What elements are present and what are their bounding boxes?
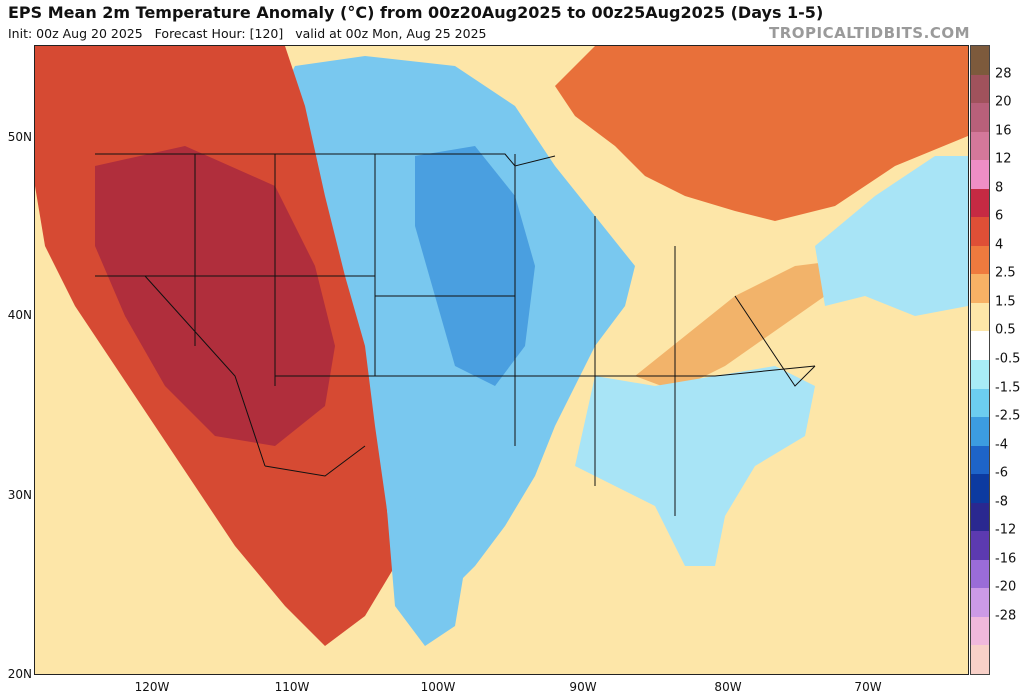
longitude-label-90w: 90W — [569, 680, 597, 694]
colorbar-tick-label: 0.5 — [995, 322, 1016, 338]
colorbar-swatch — [971, 645, 989, 675]
anomaly-map — [35, 46, 968, 674]
colorbar-swatch — [971, 131, 989, 161]
colorbar-swatch — [971, 502, 989, 532]
colorbar-tick-label: 12 — [995, 151, 1012, 167]
brand-watermark: TROPICALTIDBITS.COM — [769, 24, 970, 42]
colorbar-tick-label: -4 — [995, 437, 1008, 453]
colorbar-swatch — [971, 160, 989, 190]
colorbar-swatch — [971, 217, 989, 247]
forecast-hour: Forecast Hour: [120] — [154, 26, 284, 41]
colorbar-tick-label: -16 — [995, 551, 1017, 567]
colorbar-tick-label: 16 — [995, 123, 1012, 139]
longitude-label-70w: 70W — [854, 680, 882, 694]
latitude-label-50n: 50N — [7, 130, 32, 144]
colorbar-swatch — [971, 46, 989, 75]
colorbar-tick-label: 6 — [995, 208, 1004, 224]
colorbar-tick-label: 1.5 — [995, 294, 1016, 310]
colorbar-swatch — [971, 302, 989, 332]
longitude-label-110w: 110W — [274, 680, 310, 694]
colorbar-tick-label: -8 — [995, 494, 1008, 510]
colorbar-swatch — [971, 388, 989, 418]
colorbar-tick-label: -12 — [995, 522, 1017, 538]
colorbar-tick-label: -20 — [995, 579, 1017, 595]
colorbar-tick-label: 28 — [995, 66, 1012, 82]
longitude-label-80w: 80W — [714, 680, 742, 694]
colorbar-swatch — [971, 559, 989, 589]
longitude-label-100w: 100W — [420, 680, 456, 694]
colorbar-swatch — [971, 245, 989, 275]
colorbar-tick-label: -6 — [995, 465, 1008, 481]
colorbar-swatch — [971, 588, 989, 618]
colorbar-swatch — [971, 74, 989, 104]
colorbar-swatch — [971, 188, 989, 218]
latitude-label-30n: 30N — [7, 488, 32, 502]
colorbar — [970, 45, 990, 675]
colorbar-swatch — [971, 103, 989, 133]
map-subtitle: Init: 00z Aug 20 2025 Forecast Hour: [12… — [8, 26, 494, 41]
latitude-label-40n: 40N — [7, 308, 32, 322]
colorbar-swatch — [971, 616, 989, 646]
colorbar-swatch — [971, 474, 989, 504]
longitude-label-120w: 120W — [134, 680, 170, 694]
colorbar-tick-label: -28 — [995, 608, 1017, 624]
colorbar-swatch — [971, 445, 989, 475]
map-title: EPS Mean 2m Temperature Anomaly (°C) fro… — [8, 3, 824, 22]
southeast-cool-anomaly — [575, 366, 815, 566]
colorbar-tick-label: -2.5 — [995, 408, 1021, 424]
colorbar-swatch — [971, 417, 989, 447]
colorbar-tick-label: -1.5 — [995, 380, 1021, 396]
plains-core-cool — [415, 146, 535, 386]
colorbar-swatch — [971, 274, 989, 304]
mexico-cool-anomaly — [385, 486, 465, 646]
latitude-label-20n: 20N — [7, 667, 32, 681]
valid-time: valid at 00z Mon, Aug 25 2025 — [295, 26, 487, 41]
colorbar-tick-label: 20 — [995, 94, 1012, 110]
northeast-cool-anomaly — [815, 156, 968, 316]
canada-warm-anomaly — [555, 46, 968, 221]
colorbar-tick-label: 2.5 — [995, 265, 1016, 281]
colorbar-tick-label: 8 — [995, 180, 1004, 196]
map-panel — [34, 45, 969, 675]
colorbar-swatch — [971, 360, 989, 389]
political-borders — [95, 153, 816, 516]
colorbar-swatch — [971, 531, 989, 561]
colorbar-swatch — [971, 331, 989, 361]
ohio-valley-warm — [635, 261, 835, 391]
colorbar-tick-label: -0.5 — [995, 351, 1021, 367]
colorbar-tick-label: 4 — [995, 237, 1004, 253]
init-time: Init: 00z Aug 20 2025 — [8, 26, 143, 41]
